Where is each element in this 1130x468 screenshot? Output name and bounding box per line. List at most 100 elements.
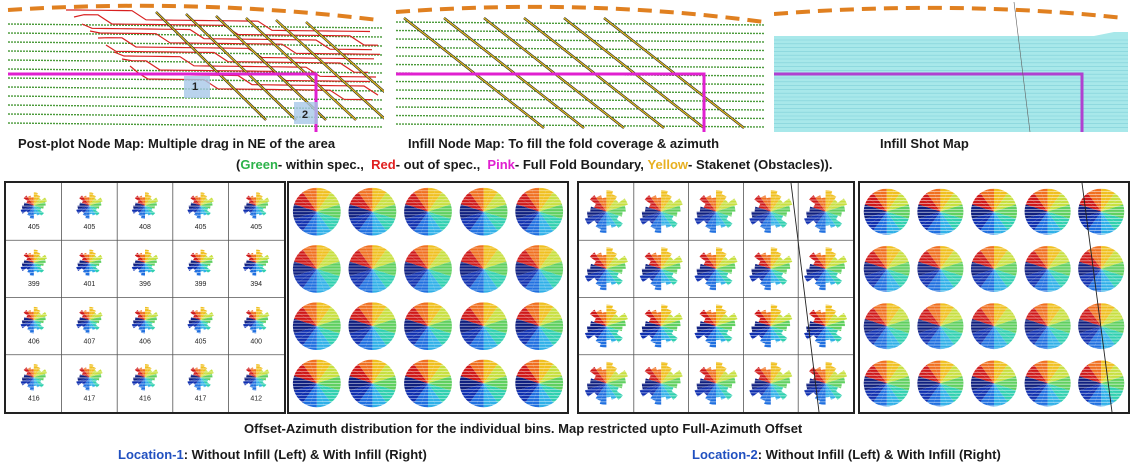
rose-diagram (802, 187, 850, 234)
rose-wedge (256, 197, 270, 206)
rose-wedge (940, 211, 954, 234)
rose-diagram (747, 244, 795, 291)
rose-wedge (428, 268, 452, 277)
rose-wedge (316, 211, 331, 235)
rose-wedge (76, 320, 90, 329)
rose-wedge (641, 383, 662, 390)
rose-wedge (249, 205, 257, 217)
rose-wedge (661, 262, 681, 269)
location-1-name: Location-1 (118, 447, 184, 462)
rose-wedge (464, 268, 484, 289)
rose-wedge (940, 211, 948, 235)
rose-wedge (661, 312, 683, 327)
rose-wedge (716, 262, 736, 269)
rose-wedge (89, 306, 94, 321)
rose-wedge (459, 268, 484, 277)
rose-wedge (921, 211, 941, 231)
rose-wedge (994, 198, 1016, 212)
rose-wedge (933, 383, 941, 407)
rose-wedge (256, 311, 270, 321)
rose-diagram (19, 248, 49, 277)
rose-diagram (637, 244, 685, 291)
rose-wedge (661, 377, 681, 384)
node-line (7, 50, 383, 56)
rose-wedge (821, 197, 826, 212)
rose-wedge (460, 369, 484, 384)
rose-wedge (886, 326, 906, 345)
rose-wedge (825, 312, 848, 327)
rose-wedge (519, 192, 540, 212)
rose-wedge (825, 313, 838, 327)
rose-wedge (89, 192, 94, 206)
rose-wedge (33, 306, 38, 321)
rose-wedge (770, 371, 784, 384)
rose-wedge (654, 211, 662, 234)
rose-wedge (705, 326, 716, 344)
rose-wedge (1047, 211, 1055, 235)
rose-wedge (372, 369, 396, 384)
bin-fold-count: 417 (84, 396, 96, 403)
rose-wedge (711, 197, 716, 212)
rose-wedge (460, 312, 484, 327)
rose-wedge (27, 320, 34, 331)
rose-wedge (353, 268, 373, 289)
rose-wedge (82, 377, 90, 389)
rose-diagram (1024, 302, 1071, 350)
rose-wedge (940, 383, 960, 403)
rose-wedge (1101, 383, 1120, 403)
rose-wedge (89, 262, 100, 274)
rose-wedge (372, 211, 392, 231)
rose-wedge (131, 377, 145, 386)
rose-wedge (353, 383, 373, 403)
rose-wedge (138, 377, 145, 389)
rose-wedge (243, 205, 257, 214)
rose-wedge (459, 326, 484, 334)
rose-wedge (464, 192, 484, 212)
rose-wedge (716, 370, 738, 384)
rose-wedge (886, 383, 894, 407)
rose-wedge (256, 306, 261, 321)
rose-wedge (464, 211, 484, 231)
rose-wedge (372, 326, 397, 334)
rose-wedge (1101, 255, 1124, 269)
rose-wedge (316, 383, 337, 403)
rose-wedge (200, 377, 207, 388)
rose-wedge (602, 312, 607, 327)
rose-wedge (980, 326, 994, 349)
rose-wedge (145, 262, 156, 274)
rose-wedge (940, 383, 948, 407)
rose-wedge (316, 268, 340, 283)
rose-wedge (294, 312, 317, 327)
rose-wedge (1047, 383, 1067, 403)
rose-wedge (316, 383, 331, 407)
node-line (395, 80, 765, 86)
node-line (395, 106, 765, 111)
rose-wedge (764, 326, 771, 348)
rose-wedge (460, 211, 484, 226)
rose-wedge (349, 254, 373, 269)
rose-wedge (1101, 312, 1124, 327)
rose-wedge (940, 198, 963, 212)
rose-wedge (483, 383, 498, 407)
bin-fold-count: 399 (28, 281, 40, 288)
rose-diagram (863, 188, 910, 235)
legend-pink-desc: - Full Fold Boundary, (514, 157, 644, 172)
rose-wedge (20, 377, 34, 386)
rose-wedge (716, 320, 736, 327)
rose-wedge (1047, 312, 1070, 327)
rose-wedge (33, 377, 41, 388)
rose-wedge (886, 326, 901, 349)
rose-wedge (825, 255, 848, 269)
rose-wedge (994, 369, 1016, 384)
rose-wedge (975, 211, 994, 231)
rose-wedge (200, 311, 214, 321)
rose-wedge (316, 254, 340, 269)
rose-wedge (994, 326, 1013, 345)
rose-wedge (372, 383, 397, 391)
rose-diagram (747, 302, 795, 348)
rose-wedge (1079, 255, 1102, 269)
rose-wedge (940, 326, 960, 345)
rose-wedge (302, 268, 317, 292)
bin-fold-count: 405 (195, 224, 207, 231)
rose-wedge (469, 326, 484, 349)
